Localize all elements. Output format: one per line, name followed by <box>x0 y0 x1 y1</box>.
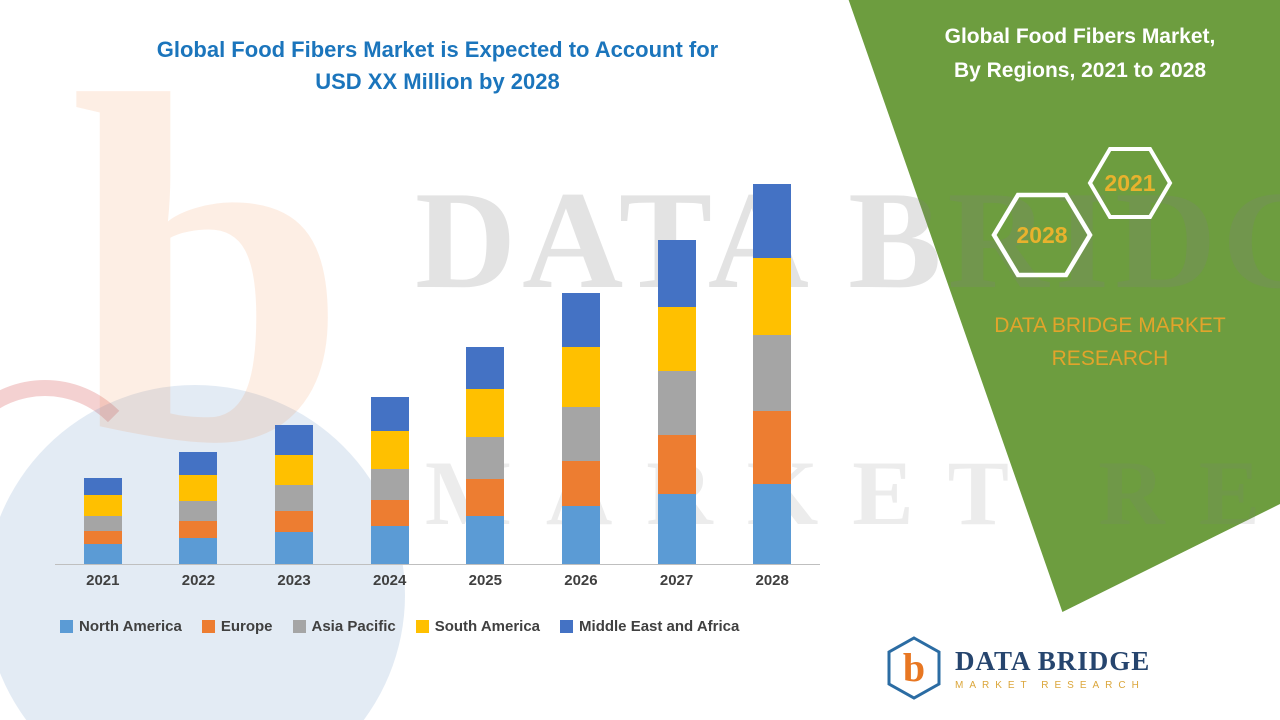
segment-north-america <box>275 532 314 564</box>
bar-2023 <box>275 424 314 564</box>
segment-asia-pacific <box>466 436 505 479</box>
segment-south-america <box>466 389 505 437</box>
segment-middle-east-and-africa <box>275 424 314 455</box>
legend-swatch <box>560 620 574 633</box>
legend-swatch <box>201 620 215 633</box>
legend-swatch <box>415 620 429 633</box>
panel-title-line2: By Regions, 2021 to 2028 <box>953 58 1207 82</box>
legend-item-europe: Europe <box>201 618 273 635</box>
watermark-line1: DATA BRIDGE <box>415 163 1280 318</box>
x-axis-label-2026: 2026 <box>564 572 598 589</box>
brand-text: DATA BRIDGE MARKET RESEARCH <box>955 310 1265 375</box>
segment-europe <box>275 511 314 533</box>
segment-north-america <box>179 538 218 564</box>
segment-north-america <box>561 506 600 564</box>
hexagon-2028-shape <box>991 192 1093 278</box>
segment-europe <box>83 531 122 545</box>
chart-title-line2: USD XX Million by 2028 <box>315 68 560 94</box>
segment-north-america <box>83 544 122 564</box>
logo-hexagon-icon: b <box>887 636 941 700</box>
legend-label: North America <box>79 618 182 635</box>
segment-europe <box>753 410 792 485</box>
segment-asia-pacific <box>753 335 792 411</box>
x-axis-label-2024: 2024 <box>373 572 407 589</box>
segment-north-america <box>753 484 792 564</box>
legend-item-north-america: North America <box>60 618 182 635</box>
bar-2021 <box>83 477 122 564</box>
bar-2028 <box>753 184 792 564</box>
segment-north-america <box>466 516 505 564</box>
data-bridge-logo: b DATA BRIDGE MARKET RESEARCH <box>885 636 1150 700</box>
segment-asia-pacific <box>83 516 122 532</box>
segment-europe <box>657 434 696 495</box>
x-axis-label-2021: 2021 <box>86 572 120 589</box>
chart-title: Global Food Fibers Market is Expected to… <box>55 34 820 98</box>
logo-b-letter: b <box>903 645 925 690</box>
segment-north-america <box>657 494 696 564</box>
panel-title: Global Food Fibers Market, By Regions, 2… <box>905 20 1255 87</box>
segment-asia-pacific <box>657 371 696 435</box>
segment-middle-east-and-africa <box>83 477 122 496</box>
logo-texts: DATA BRIDGE MARKET RESEARCH <box>955 646 1150 691</box>
chart-title-line1: Global Food Fibers Market is Expected to… <box>156 37 719 62</box>
segment-south-america <box>561 347 600 407</box>
bar-2025 <box>466 347 505 564</box>
legend-item-asia-pacific: Asia Pacific <box>292 618 396 635</box>
legend-label: Asia Pacific <box>311 618 396 635</box>
panel-title-line1: Global Food Fibers Market, <box>944 25 1216 48</box>
brand-text-line2: RESEARCH <box>1051 346 1169 370</box>
segment-south-america <box>83 495 122 517</box>
legend-label: Middle East and Africa <box>579 618 740 635</box>
segment-south-america <box>753 257 792 336</box>
segment-middle-east-and-africa <box>753 184 792 258</box>
legend-item-south-america: South America <box>415 618 541 635</box>
segment-south-america <box>657 307 696 372</box>
hexagon-2028-year: 2028 <box>1016 222 1067 248</box>
bar-2027 <box>657 239 696 564</box>
legend: North America Europe Asia Pacific South Ame… <box>60 618 840 635</box>
segment-south-america <box>179 475 218 502</box>
segment-asia-pacific <box>370 468 409 501</box>
segment-middle-east-and-africa <box>370 396 409 431</box>
segment-middle-east-and-africa <box>561 293 600 348</box>
legend-swatch <box>292 620 306 633</box>
bar-2022 <box>179 451 218 564</box>
legend-item-middle-east-and-africa: Middle East and Africa <box>560 618 739 635</box>
bar-2024 <box>370 396 409 564</box>
legend-label: South America <box>434 618 541 635</box>
x-axis-label-2027: 2027 <box>659 572 694 589</box>
segment-europe <box>561 460 600 507</box>
brand-text-line1: DATA BRIDGE MARKET <box>994 314 1226 337</box>
bar-2026 <box>561 293 600 564</box>
hexagon-2021-year: 2021 <box>1104 170 1155 196</box>
legend-label: Europe <box>220 618 273 635</box>
bars <box>55 115 820 565</box>
logo-tagline: MARKET RESEARCH <box>955 679 1145 691</box>
segment-north-america <box>370 526 409 564</box>
hexagon-2021-shape <box>1087 147 1173 219</box>
segment-europe <box>179 521 218 539</box>
x-axis-labels: 2021 2022 2023 2024 2025 2026 2027 2028 <box>55 572 820 589</box>
logo-hexagon-outline <box>887 636 941 700</box>
segment-middle-east-and-africa <box>179 451 218 476</box>
segment-asia-pacific <box>561 406 600 461</box>
segment-middle-east-and-africa <box>466 347 505 390</box>
segment-south-america <box>275 454 314 486</box>
segment-europe <box>466 478 505 517</box>
segment-asia-pacific <box>275 485 314 512</box>
legend-swatch <box>60 620 73 633</box>
segment-asia-pacific <box>179 501 218 522</box>
x-axis-label-2028: 2028 <box>755 572 789 589</box>
segment-europe <box>370 500 409 527</box>
x-axis-label-2022: 2022 <box>181 572 216 589</box>
segment-south-america <box>370 430 409 469</box>
hexagon-badges: 2021 2028 <box>991 147 1173 278</box>
segment-middle-east-and-africa <box>657 239 696 308</box>
x-axis-label-2023: 2023 <box>277 572 311 589</box>
logo-name: DATA BRIDGE <box>955 645 1151 676</box>
x-axis-label-2025: 2025 <box>468 572 502 589</box>
